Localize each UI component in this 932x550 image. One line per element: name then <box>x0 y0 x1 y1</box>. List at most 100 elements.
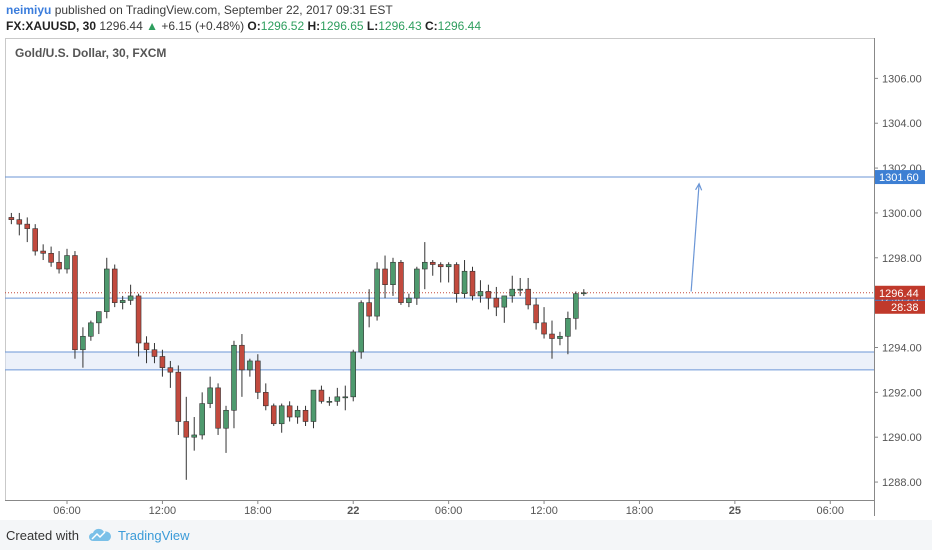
candle-down <box>32 228 38 252</box>
candle-down <box>302 409 309 422</box>
candle-down <box>270 405 277 425</box>
candle-down <box>453 264 460 294</box>
author-link[interactable]: neimiyu <box>6 3 52 17</box>
candle-up <box>104 268 110 312</box>
candle-down <box>72 255 78 351</box>
candle-up <box>310 389 317 422</box>
candle-down <box>398 261 404 303</box>
x-tick-label: 12:00 <box>149 505 177 516</box>
candle-up <box>414 268 420 299</box>
candle-down <box>215 387 221 429</box>
candle-down <box>143 342 150 351</box>
candle-down <box>549 333 555 339</box>
bar-countdown-label: 28:38 <box>891 302 919 314</box>
close-label: C: <box>424 19 438 33</box>
chart-header: neimiyu published on TradingView.com, Se… <box>0 0 932 38</box>
candle-down <box>239 344 245 371</box>
candle-up <box>477 291 484 297</box>
candle-down <box>151 349 158 357</box>
candle-down <box>429 261 436 265</box>
candle-up <box>231 344 237 411</box>
candle-up <box>326 401 333 403</box>
y-tick-label: 1292.00 <box>882 387 922 399</box>
candle-up <box>374 268 380 317</box>
candle-up <box>517 288 523 291</box>
y-tick-label: 1294.00 <box>882 342 922 354</box>
change-value: +6.15 (+0.48%) <box>161 19 245 33</box>
last-price: 1296.44 <box>99 19 143 33</box>
candle-down <box>318 389 325 402</box>
y-tick-label: 1304.00 <box>882 118 922 130</box>
candle-up <box>278 405 285 425</box>
candle-up <box>461 270 468 294</box>
candle-down <box>525 288 531 306</box>
chart-title: Gold/U.S. Dollar, 30, FXCM <box>15 46 166 60</box>
candle-up <box>334 396 341 402</box>
support-zone <box>5 351 874 370</box>
candle-up <box>350 351 357 398</box>
candle-up <box>557 335 563 339</box>
plot-area-border <box>5 38 875 501</box>
current-price-label: 1296.44 <box>879 288 919 300</box>
candle-up <box>191 434 197 438</box>
candle-up <box>390 261 396 285</box>
price-chart[interactable]: Gold/U.S. Dollar, 30, FXCM 1288.00 1290.00… <box>5 38 926 516</box>
level-price-tag <box>875 170 925 185</box>
candle-down <box>56 261 62 270</box>
candle-up <box>88 322 94 337</box>
x-tick-label: 06:00 <box>435 505 463 516</box>
candle-up <box>445 264 452 268</box>
candle-down <box>382 268 388 285</box>
x-tick-label: 06:00 <box>53 505 81 516</box>
candle-down <box>175 371 182 422</box>
y-tick-label: 1288.00 <box>882 477 922 489</box>
candle-down <box>286 405 293 418</box>
x-tick-label: 06:00 <box>817 505 845 516</box>
x-tick-label: 22 <box>347 505 359 516</box>
candle-up <box>199 403 205 436</box>
candle-up <box>406 297 412 303</box>
candle-down <box>263 392 269 407</box>
open-label: O: <box>247 19 261 33</box>
candle-up <box>127 295 134 301</box>
candle-up <box>247 360 253 371</box>
candle-down <box>24 223 31 229</box>
y-tick-label: 1300.00 <box>882 208 922 220</box>
high-value: 1296.65 <box>320 19 364 33</box>
candle-down <box>255 360 261 393</box>
candle-up <box>80 335 86 351</box>
candle-down <box>533 304 539 324</box>
y-tick-label: 1306.00 <box>882 73 922 85</box>
candle-down <box>541 322 547 335</box>
candle-down <box>167 367 174 373</box>
candle-down <box>485 291 492 299</box>
candle-up <box>342 396 349 399</box>
candle-down <box>159 356 166 368</box>
candle-up <box>358 302 364 353</box>
tradingview-brand[interactable]: TradingView <box>118 528 190 543</box>
candle-up <box>96 311 102 324</box>
candle-down <box>183 421 190 438</box>
low-label: L: <box>366 19 379 33</box>
tradingview-cloud-icon <box>89 528 111 541</box>
candle-down <box>8 217 15 220</box>
level-price-label: 1301.60 <box>879 172 919 184</box>
published-text: published on TradingView.com, September … <box>54 3 393 17</box>
close-value: 1296.44 <box>437 19 482 33</box>
symbol-label: FX:XAUUSD, 30 <box>6 19 97 33</box>
publish-line: neimiyu published on TradingView.com, Se… <box>6 3 393 17</box>
candle-up <box>509 288 516 297</box>
candle-up <box>207 387 213 404</box>
candle-up <box>294 409 301 418</box>
x-tick-label: 18:00 <box>626 505 654 516</box>
projection-arrow-line <box>690 183 700 292</box>
candle-down <box>493 297 500 308</box>
x-tick-label: 25 <box>729 505 741 516</box>
change-up-arrow-icon: ▲ <box>146 19 158 33</box>
candle-up <box>64 255 70 270</box>
x-tick-label: 18:00 <box>244 505 272 516</box>
high-label: H: <box>307 19 321 33</box>
candle-up <box>223 409 229 429</box>
candle-up <box>119 300 126 303</box>
created-with-text: Created with <box>6 528 79 543</box>
